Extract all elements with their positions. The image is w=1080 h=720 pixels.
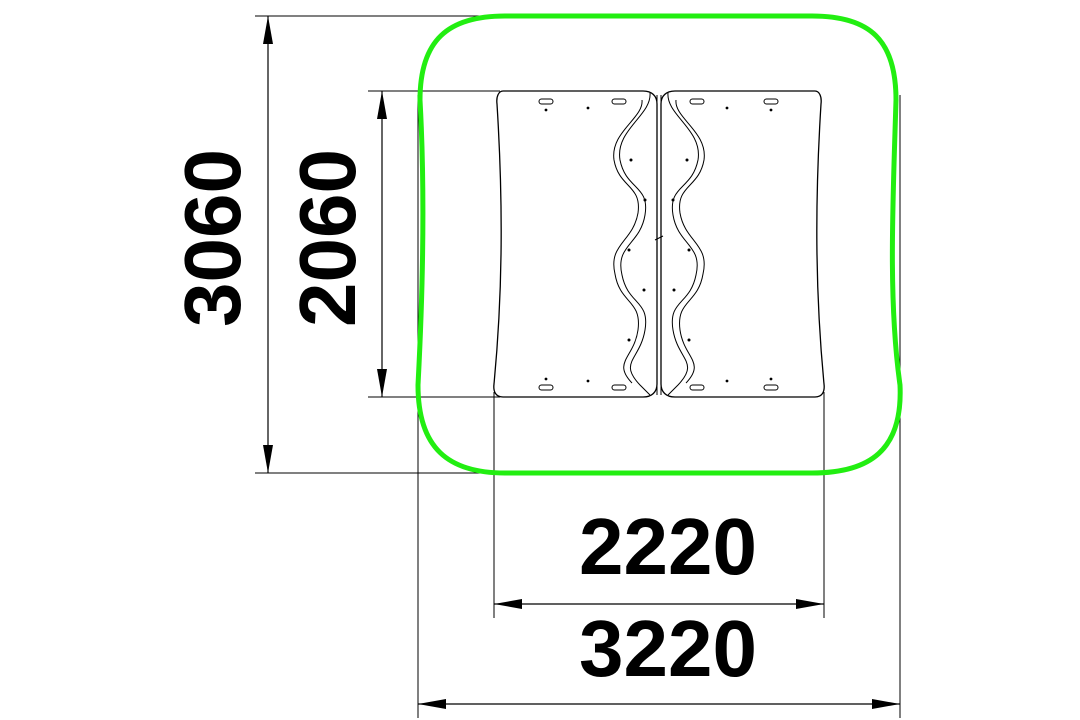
equipment-top-view (493, 90, 825, 398)
dimension-inner-height (377, 91, 387, 397)
wave-profile-left (619, 92, 651, 396)
dimension-inner-width (494, 599, 824, 609)
bolt-dots (627, 158, 691, 342)
right-panel (660, 90, 825, 398)
left-panel (493, 90, 658, 398)
dimension-outer-width (418, 699, 900, 709)
wave-profile-right (667, 92, 699, 396)
inner-width-label: 2220 (579, 502, 757, 591)
mounting-slots (538, 98, 779, 391)
outer-width-label: 3220 (579, 604, 757, 693)
dimension-outer-height (263, 16, 273, 473)
mounting-holes (544, 106, 773, 383)
outer-height-label: 3060 (168, 149, 257, 327)
safety-zone-outline (415, 13, 903, 476)
inner-height-label: 2060 (283, 149, 372, 327)
